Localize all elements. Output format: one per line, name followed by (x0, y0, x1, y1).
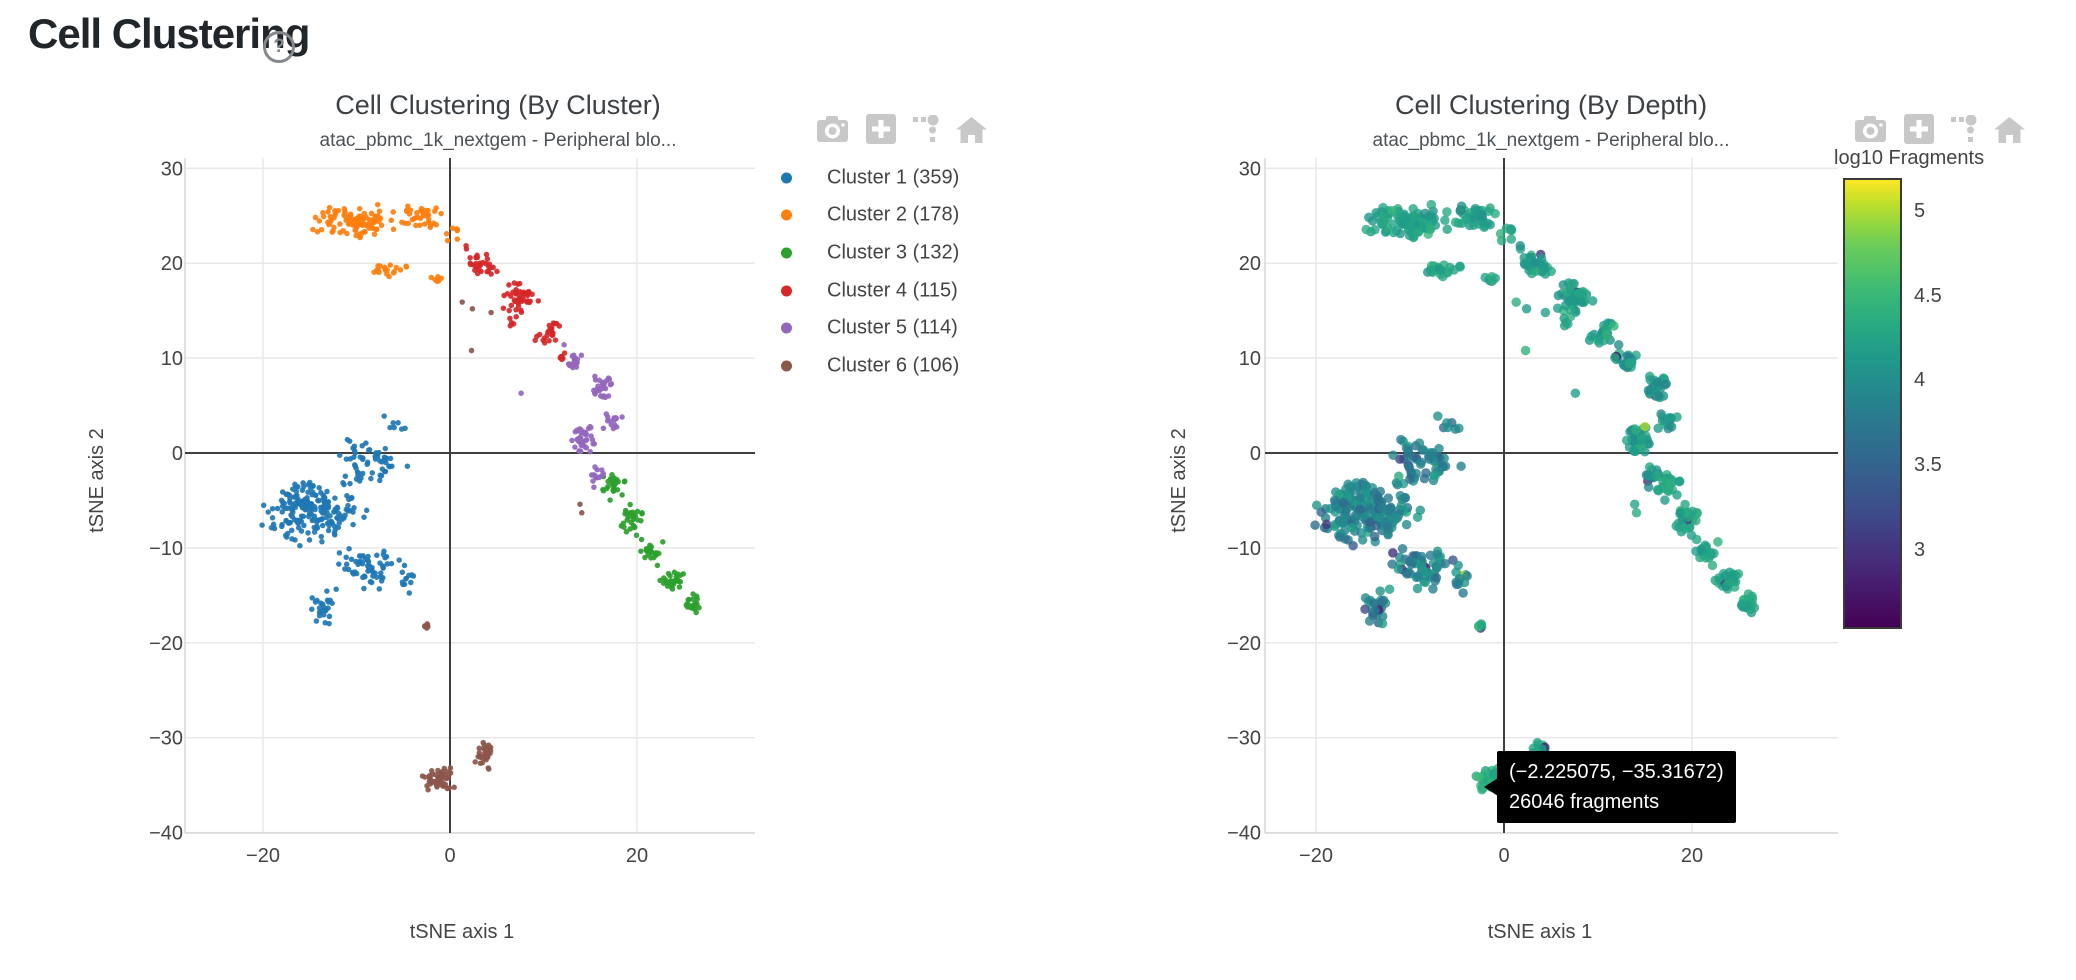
colorbar-tick-label: 4 (1914, 369, 1926, 392)
legend-item-cluster-2[interactable]: Cluster 2 (178) (775, 197, 1010, 235)
svg-text:30: 30 (161, 158, 183, 180)
svg-text:−40: −40 (1227, 823, 1261, 845)
svg-text:−20: −20 (246, 845, 280, 867)
legend-dot (781, 247, 792, 259)
legend-item-cluster-5[interactable]: Cluster 5 (114) (775, 309, 1010, 347)
svg-text:−30: −30 (149, 728, 183, 750)
legend-label: Cluster 5 (114) (827, 316, 958, 339)
svg-text:−40: −40 (149, 823, 183, 845)
axis-tick-labels: −20 0 20 30 20 10 0 −10 −20 −30 −40 (149, 158, 648, 867)
colorbar-tick-label: 3.5 (1914, 453, 1942, 476)
svg-text:10: 10 (161, 348, 183, 370)
plot-toolbar-by-cluster (816, 114, 987, 144)
zoom-in-icon (1904, 114, 1934, 144)
tooltip-coords: (−2.225075, −35.31672) (1509, 761, 1724, 783)
camera-button[interactable] (1854, 115, 1887, 143)
svg-text:−10: −10 (149, 538, 183, 560)
home-icon (1994, 116, 2025, 143)
home-button[interactable] (1994, 116, 2025, 143)
svg-text:−20: −20 (1299, 845, 1333, 867)
legend-dot (781, 209, 792, 221)
svg-text:20: 20 (1681, 845, 1703, 867)
legend-item-cluster-4[interactable]: Cluster 4 (115) (775, 272, 1010, 310)
legend-item-cluster-3[interactable]: Cluster 3 (132) (775, 234, 1010, 272)
legend: Cluster 1 (359) Cluster 2 (178) Cluster 3 … (775, 159, 1010, 385)
points-by-depth[interactable] (1310, 199, 1760, 795)
axis-titles: tSNE axis 1 tSNE axis 2 (86, 428, 514, 943)
svg-text:−20: −20 (1227, 633, 1261, 655)
colorbar-tick-label: 3 (1914, 538, 1926, 561)
legend-label: Cluster 1 (359) (827, 166, 960, 189)
svg-text:tSNE axis 2: tSNE axis 2 (86, 428, 108, 532)
help-icon[interactable]: ? (263, 31, 295, 63)
plot-subtitle-by-depth: atac_pbmc_1k_nextgem - Peripheral blo... (1372, 130, 1730, 151)
plot-title-by-depth: Cell Clustering (By Depth) (1394, 90, 1708, 120)
legend-label: Cluster 6 (106) (827, 354, 960, 377)
svg-text:20: 20 (1239, 253, 1261, 275)
svg-text:−20: −20 (149, 633, 183, 655)
legend-item-cluster-6[interactable]: Cluster 6 (106) (775, 347, 1010, 385)
zoom-in-button[interactable] (866, 114, 896, 144)
svg-text:20: 20 (626, 845, 648, 867)
gridlines (1264, 158, 1838, 834)
zoom-in-button[interactable] (1904, 114, 1934, 144)
tooltip-fragments: 26046 fragments (1509, 791, 1660, 813)
svg-text:tSNE axis 1: tSNE axis 1 (410, 921, 514, 943)
colorbar-tick-label: 5 (1914, 199, 1926, 222)
legend-item-cluster-1[interactable]: Cluster 1 (359) (775, 159, 1010, 197)
zero-lines (1265, 158, 1838, 833)
legend-dot (781, 172, 792, 184)
zoom-in-icon (866, 114, 896, 144)
axis-titles: tSNE axis 1 tSNE axis 2 (1168, 428, 1592, 943)
svg-text:0: 0 (172, 443, 183, 465)
colorbar-tick-label: 4.5 (1914, 284, 1942, 307)
legend-dot (781, 360, 792, 372)
legend-label: Cluster 4 (115) (827, 279, 958, 302)
svg-text:20: 20 (161, 253, 183, 275)
legend-label: Cluster 3 (132) (827, 241, 960, 264)
plot-title-by-cluster: Cell Clustering (By Cluster) (335, 90, 661, 120)
svg-text:10: 10 (1239, 348, 1261, 370)
camera-icon (1855, 116, 1886, 142)
svg-text:0: 0 (1250, 443, 1261, 465)
hover-tooltip: (−2.225075, −35.31672) 26046 fragments (1484, 751, 1736, 823)
camera-icon (817, 116, 848, 142)
plot-toolbar-by-depth (1854, 114, 2025, 144)
svg-text:tSNE axis 1: tSNE axis 1 (1488, 921, 1592, 943)
home-icon (956, 116, 987, 143)
points-by-cluster[interactable] (259, 201, 702, 793)
select-dots-button[interactable] (1951, 115, 1977, 143)
legend-label: Cluster 2 (178) (827, 203, 960, 226)
colorbar (1843, 178, 1902, 629)
svg-text:0: 0 (1498, 845, 1509, 867)
plot-subtitle-by-cluster: atac_pbmc_1k_nextgem - Peripheral blo... (319, 130, 677, 151)
svg-text:−10: −10 (1227, 538, 1261, 560)
colorbar-title: log10 Fragments (1834, 147, 1985, 169)
gridlines (184, 158, 755, 834)
svg-text:0: 0 (444, 845, 455, 867)
svg-text:30: 30 (1239, 158, 1261, 180)
home-button[interactable] (956, 116, 987, 143)
axis-tick-labels: −20 0 20 30 20 10 0 −10 −20 −30 −40 (1227, 158, 1703, 867)
svg-text:−30: −30 (1227, 728, 1261, 750)
svg-text:tSNE axis 2: tSNE axis 2 (1168, 428, 1190, 532)
camera-button[interactable] (816, 115, 849, 143)
select-dots-icon (1951, 115, 1977, 142)
select-dots-icon (913, 115, 939, 142)
zero-lines (185, 158, 755, 833)
select-dots-button[interactable] (913, 115, 939, 143)
legend-dot (781, 285, 792, 297)
legend-dot (781, 322, 792, 334)
